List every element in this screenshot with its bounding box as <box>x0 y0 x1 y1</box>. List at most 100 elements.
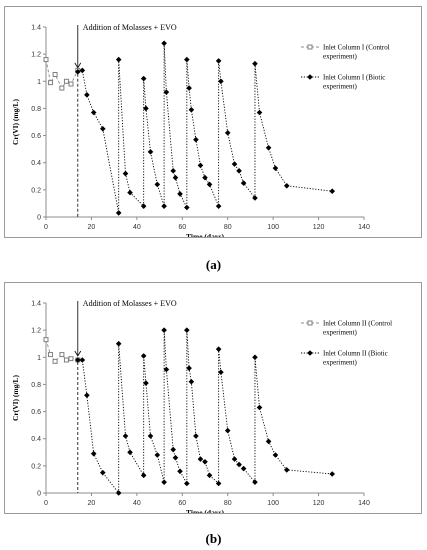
biotic-point <box>122 433 129 439</box>
biotic-point <box>206 472 213 479</box>
x-tick-label: 120 <box>313 224 325 231</box>
chart-panel-a: 0 20 40 60 80 100 120 140 0 0.2 0.4 0.6 0.8 1 1.2 1.4 Ti… <box>4 6 422 238</box>
biotic-point <box>161 40 167 47</box>
legend-marker-diamond <box>307 74 313 80</box>
legend-label-line: experiment) <box>323 359 357 367</box>
x-tick-label: 100 <box>267 500 279 507</box>
biotic-point <box>197 456 204 462</box>
x-tick-label: 80 <box>224 224 232 231</box>
biotic-point <box>84 392 90 399</box>
biotic-point <box>161 479 167 485</box>
biotic-series-line <box>77 43 333 214</box>
biotic-point <box>122 170 129 177</box>
biotic-point <box>265 144 272 151</box>
biotic-point <box>240 465 247 472</box>
biotic-point <box>215 203 222 209</box>
x-tick-label: 20 <box>88 224 96 231</box>
biotic-point <box>202 174 208 181</box>
biotic-point <box>329 188 335 195</box>
biotic-point <box>75 68 81 75</box>
biotic-point <box>99 125 106 132</box>
biotic-point <box>231 161 238 167</box>
x-tick-label: 140 <box>358 500 370 507</box>
legend-label: Inlet Column II (Biotic experiment) <box>323 350 388 367</box>
biotic-point <box>163 89 170 95</box>
annotation-label: Addition of Molasses + EVO <box>83 23 177 32</box>
legend-label-line: experiment) <box>323 53 357 61</box>
biotic-point <box>172 454 179 461</box>
legend-label-line: Inlet Column I (Control <box>323 44 390 52</box>
biotic-point <box>252 195 258 201</box>
legend-label: Inlet Column I (Control experiment) <box>323 44 390 61</box>
x-tick-label: 0 <box>44 500 48 507</box>
y-tick-label: 1.4 <box>31 301 41 308</box>
control-point <box>43 337 49 343</box>
y-tick-label: 0.8 <box>31 382 41 389</box>
biotic-point <box>265 438 272 445</box>
biotic-point <box>154 181 161 188</box>
biotic-point <box>147 433 154 439</box>
y-tick-label: 0.4 <box>31 160 41 167</box>
biotic-point <box>147 149 154 155</box>
biotic-point <box>329 471 335 477</box>
biotic-point <box>252 354 258 361</box>
biotic-point <box>188 106 195 113</box>
biotic-point <box>115 340 122 347</box>
biotic-point <box>218 78 224 85</box>
biotic-point <box>170 168 176 174</box>
biotic-point <box>115 210 122 216</box>
x-tick-label: 120 <box>313 500 325 507</box>
biotic-point <box>161 203 167 209</box>
y-tick-label: 0.8 <box>31 106 41 113</box>
biotic-point <box>224 130 231 136</box>
control-point <box>68 81 74 87</box>
chart-svg-a: 0 20 40 60 80 100 120 140 0 0.2 0.4 0.6 0.8 1 1.2 1.4 Ti… <box>11 23 390 237</box>
biotic-point <box>75 357 81 363</box>
biotic-point <box>115 56 122 63</box>
x-axis-title: Time (days) <box>186 232 224 237</box>
biotic-point <box>202 458 208 465</box>
control-point <box>43 57 49 63</box>
y-tick-label: 0 <box>37 215 41 222</box>
biotic-series-line <box>77 330 333 495</box>
y-tick-label: 0.6 <box>31 133 41 140</box>
chart-panel-b: 0 20 40 60 80 100 120 140 0 0.2 0.4 0.6 0.8 1 1.2 1.4 Ti… <box>4 282 422 514</box>
biotic-point <box>154 452 161 458</box>
biotic-point <box>140 353 147 359</box>
annotation-arrowhead <box>74 350 82 357</box>
y-axis-title: Cr(VI) (mg/L) <box>11 374 20 421</box>
x-tick-label: 100 <box>267 224 279 231</box>
x-axis-title: Time (days) <box>186 508 224 513</box>
biotic-point <box>177 468 183 475</box>
biotic-point <box>140 472 147 479</box>
y-tick-label: 1 <box>37 355 41 362</box>
biotic-point <box>236 168 242 174</box>
biotic-point <box>184 327 190 333</box>
biotic-point <box>115 490 122 496</box>
x-tick-label: 40 <box>133 224 141 231</box>
biotic-point <box>256 109 263 116</box>
biotic-point <box>193 433 199 439</box>
legend-label-line: experiment) <box>323 329 357 337</box>
y-tick-label: 0.6 <box>31 409 41 416</box>
biotic-point <box>163 366 170 373</box>
biotic-point <box>184 480 190 487</box>
biotic-point <box>184 56 190 63</box>
caption-b: (b) <box>205 531 222 546</box>
legend-label-line: Inlet Column II (Control <box>323 320 392 328</box>
legend-label: Inlet Column I (Biotic experiment) <box>323 74 385 91</box>
biotic-point <box>283 182 290 189</box>
x-tick-label: 60 <box>178 224 186 231</box>
biotic-point <box>99 469 106 476</box>
x-tick-label: 40 <box>133 500 141 507</box>
biotic-point <box>143 105 149 112</box>
biotic-point <box>186 85 192 91</box>
y-tick-label: 1.2 <box>31 52 41 59</box>
x-tick-label: 140 <box>358 224 370 231</box>
y-axis-title: Cr(VI) (mg/L) <box>11 98 20 145</box>
biotic-point <box>231 456 238 462</box>
y-tick-label: 0.2 <box>31 463 41 470</box>
control-point <box>48 352 54 358</box>
caption-a: (a) <box>205 257 222 272</box>
y-tick-label: 0 <box>37 491 41 498</box>
